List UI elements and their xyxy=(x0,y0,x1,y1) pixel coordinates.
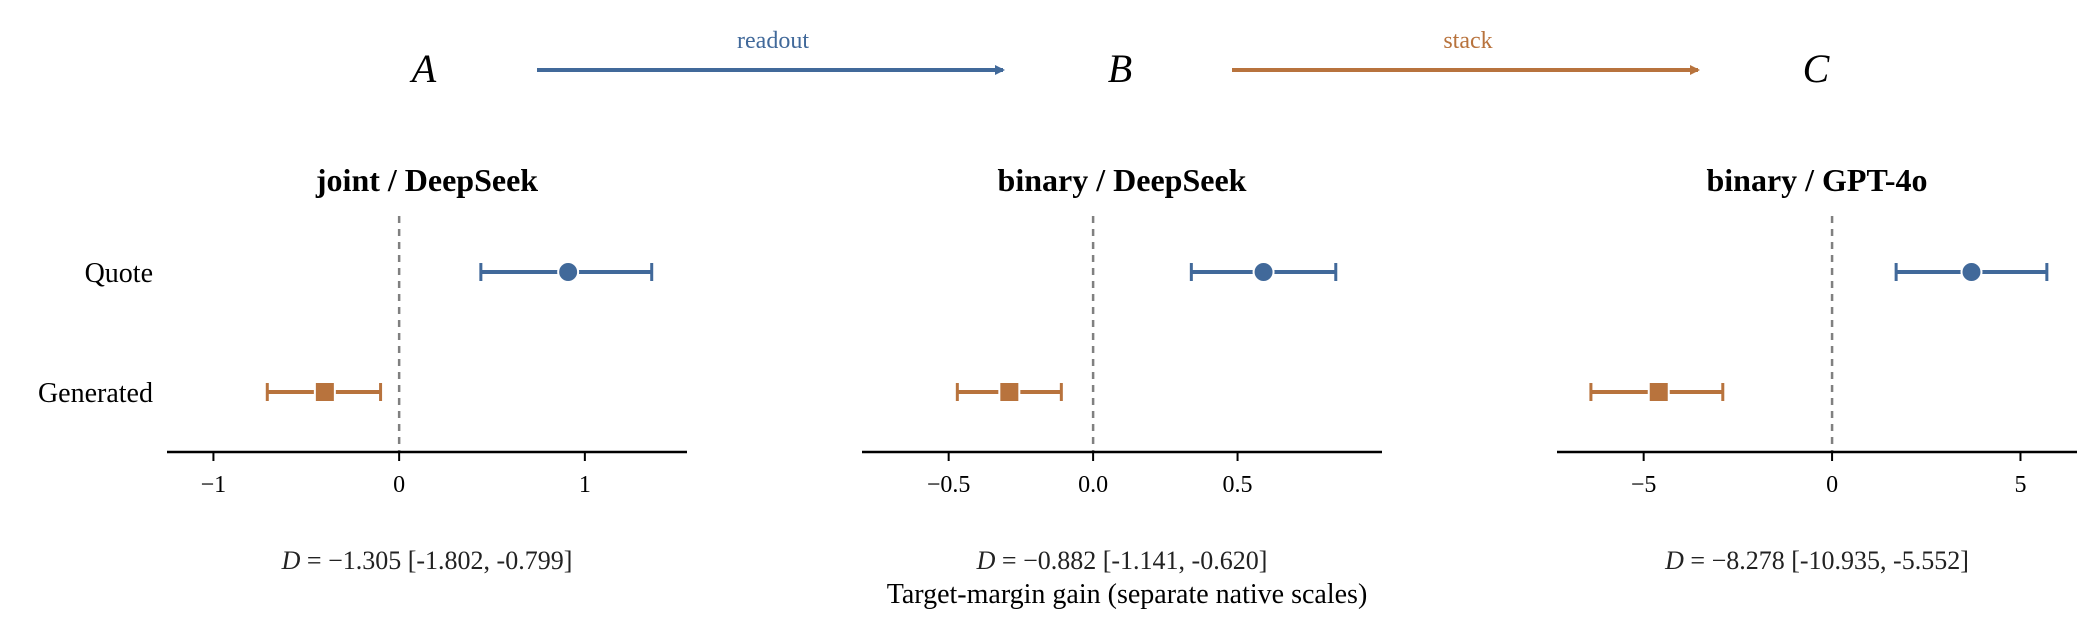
d-annotation: D = −8.278 [-10.935, -5.552] xyxy=(1664,546,1969,575)
x-tick-label: −5 xyxy=(1631,472,1657,498)
d-symbol: D xyxy=(1664,546,1684,575)
point-quote xyxy=(1252,261,1275,283)
x-tick-label: −1 xyxy=(201,472,227,498)
d-value: = −1.305 [-1.802, -0.799] xyxy=(300,546,572,575)
x-tick-label: 5 xyxy=(2014,472,2026,498)
d-value: = −8.278 [-10.935, -5.552] xyxy=(1684,546,1969,575)
arrow-label-readout: readout xyxy=(737,28,809,54)
point-quote xyxy=(557,261,580,283)
panel-title: binary / DeepSeek xyxy=(998,162,1247,198)
x-tick-label: 0 xyxy=(1826,472,1838,498)
arrow-label-stack: stack xyxy=(1443,28,1492,54)
x-tick-label: 0 xyxy=(393,472,405,498)
point-quote xyxy=(1960,261,1983,283)
d-annotation: D = −1.305 [-1.802, -0.799] xyxy=(281,546,573,575)
category-label-quote: Quote xyxy=(85,258,153,289)
x-tick-label: 0.0 xyxy=(1078,472,1108,498)
node-a: A xyxy=(409,46,437,91)
node-c: C xyxy=(1803,46,1831,91)
x-axis-label: Target-margin gain (separate native scal… xyxy=(887,579,1368,610)
panel-joint-deepseek: joint / DeepSeek −1 0 1 D = −1.305 [-1.802, … xyxy=(167,162,687,575)
point-generated xyxy=(313,381,336,403)
flow-diagram: A B C readout stack xyxy=(409,28,1831,91)
x-tick-label: −0.5 xyxy=(927,472,971,498)
d-symbol: D xyxy=(976,546,996,575)
d-value: = −0.882 [-1.141, -0.620] xyxy=(995,546,1267,575)
panel-title: binary / GPT-4o xyxy=(1706,162,1927,198)
panel-binary-deepseek: binary / DeepSeek −0.5 0.0 0.5 D = −0.882 [-… xyxy=(862,162,1382,575)
panel-binary-gpt4o: binary / GPT-4o −5 0 5 D = −8.278 [-10.935, … xyxy=(1557,162,2077,575)
point-generated xyxy=(1647,381,1670,403)
node-b: B xyxy=(1108,46,1132,91)
x-tick-label: 1 xyxy=(579,472,591,498)
point-generated xyxy=(998,381,1021,403)
d-symbol: D xyxy=(281,546,301,575)
d-annotation: D = −0.882 [-1.141, -0.620] xyxy=(976,546,1268,575)
category-label-generated: Generated xyxy=(38,378,153,409)
x-tick-label: 0.5 xyxy=(1223,472,1253,498)
panel-title: joint / DeepSeek xyxy=(315,162,538,198)
